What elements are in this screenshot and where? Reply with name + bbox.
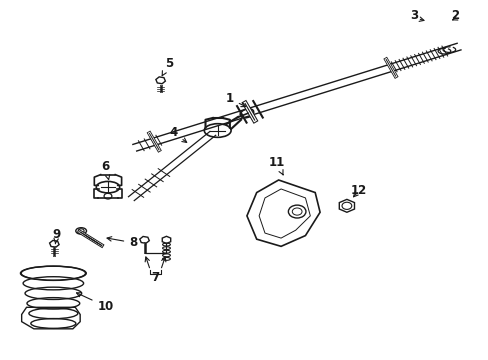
Text: 9: 9 <box>53 228 61 244</box>
Text: 12: 12 <box>350 184 366 197</box>
Text: 7: 7 <box>151 271 160 284</box>
Text: 3: 3 <box>409 9 417 22</box>
Text: 4: 4 <box>169 126 186 143</box>
Text: 10: 10 <box>76 293 113 313</box>
Text: 1: 1 <box>225 93 245 107</box>
Text: 2: 2 <box>450 9 459 22</box>
Text: 5: 5 <box>162 57 173 76</box>
Text: 8: 8 <box>107 236 137 249</box>
Text: 6: 6 <box>101 160 109 180</box>
Text: 11: 11 <box>268 156 285 175</box>
